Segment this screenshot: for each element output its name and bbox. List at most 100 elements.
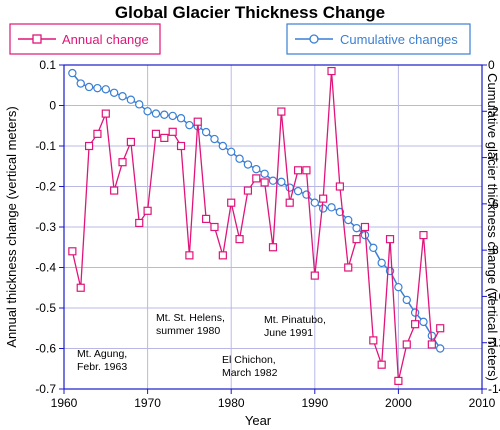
annual-point <box>377 360 386 369</box>
cumulative-point <box>176 114 186 123</box>
y-left-tick-label: -0.7 <box>35 382 56 396</box>
legend-cumulative-label: Cumulative changes <box>340 32 458 47</box>
legend-annual: Annual change <box>9 23 161 55</box>
y-right-tick-label: -14 <box>488 382 500 396</box>
legend-cumulative: Cumulative changes <box>286 23 471 55</box>
y-left-tick-label: -0.6 <box>35 342 56 356</box>
annual-series <box>68 66 445 385</box>
cumulative-point <box>252 164 261 174</box>
cumulative-point <box>394 282 403 292</box>
annual-point <box>218 251 227 260</box>
annual-point <box>151 129 161 138</box>
y-right-tick-label: -8 <box>488 243 499 257</box>
cumulative-point <box>76 79 85 88</box>
annual-line <box>71 71 441 382</box>
annual-point <box>360 222 370 232</box>
cumulative-point <box>268 176 278 185</box>
cumulative-point <box>369 243 378 253</box>
cumulative-point <box>243 160 253 169</box>
x-axis-label: Year <box>245 413 272 428</box>
y-left-tick-label: -0.5 <box>35 301 56 315</box>
y-left-tick-label: 0 <box>49 99 56 113</box>
annual-point <box>344 263 353 272</box>
y-right-tick-label: -2 <box>488 104 499 118</box>
annual-point <box>285 198 294 207</box>
cumulative-point <box>126 95 136 104</box>
annual-point <box>93 129 102 138</box>
annual-point <box>419 231 428 240</box>
cumulative-point <box>160 110 169 119</box>
x-tick-label: 2000 <box>385 396 412 410</box>
cumulative-point <box>68 68 77 78</box>
annual-point <box>319 194 328 203</box>
axis-ticks: 1960 1970 1980 1990 2000 2010 0.1 0 -0.1 -0.2 -0.3… <box>35 58 500 410</box>
cumulative-point <box>151 109 161 118</box>
legend-annual-label: Annual change <box>62 32 149 47</box>
cumulative-point <box>143 107 152 116</box>
annual-point <box>118 158 127 167</box>
cumulative-point <box>327 203 336 212</box>
cumulative-point <box>402 295 411 305</box>
y-right-tick-label: -10 <box>488 289 500 303</box>
annual-point <box>394 376 403 385</box>
y-right-tick-label: -6 <box>488 197 499 211</box>
annual-point <box>385 235 395 244</box>
annual-point <box>126 137 135 147</box>
legend-cumulative-marker <box>309 34 319 44</box>
annual-point <box>252 174 261 183</box>
annual-point <box>277 107 286 116</box>
y-left-tick-label: -0.4 <box>35 261 56 275</box>
cumulative-point <box>210 134 219 144</box>
cumulative-point <box>109 88 119 97</box>
annual-point <box>427 340 436 349</box>
annotation-mt-pinatubo: Mt. Pinatubo, June 1991 <box>264 314 329 339</box>
annual-point <box>260 178 269 187</box>
cumulative-point <box>285 183 294 192</box>
x-tick-label: 1960 <box>51 396 78 410</box>
cumulative-point <box>352 223 361 233</box>
y-left-tick-label: 0.1 <box>39 58 56 72</box>
y-right-tick-label: -12 <box>488 336 500 350</box>
y-right-tick-label: -4 <box>488 151 499 165</box>
annual-point <box>235 235 244 244</box>
cumulative-point <box>185 120 194 130</box>
annual-point <box>411 320 420 329</box>
chart-title: Global Glacier Thickness Change <box>115 3 385 22</box>
cumulative-point <box>293 186 303 196</box>
cumulative-point <box>377 258 386 268</box>
cumulative-point <box>277 177 286 187</box>
cumulative-point <box>310 198 319 207</box>
y-left-tick-label: -0.2 <box>35 180 56 194</box>
y-right-tick-label: 0 <box>488 58 495 72</box>
cumulative-point <box>101 85 111 94</box>
cumulative-point <box>218 141 228 151</box>
annual-point <box>160 133 169 142</box>
annual-point <box>135 218 144 228</box>
annual-point <box>193 117 202 126</box>
annual-point <box>185 251 194 260</box>
annual-point <box>310 271 319 280</box>
y-left-tick-label: -0.3 <box>35 220 56 234</box>
annotation-mt-st-helens: Mt. St. Helens, summer 1980 <box>156 312 228 337</box>
cumulative-series <box>68 68 445 353</box>
cumulative-point <box>226 147 236 156</box>
x-tick-label: 2010 <box>469 396 496 410</box>
cumulative-point <box>260 169 269 178</box>
annual-point <box>76 283 85 292</box>
x-tick-label: 1990 <box>301 396 328 410</box>
annual-point <box>168 127 177 136</box>
cumulative-point <box>93 83 102 93</box>
grid-lines <box>63 64 483 390</box>
annual-point <box>84 141 94 151</box>
cumulative-point <box>436 344 445 353</box>
annual-point <box>176 141 186 151</box>
annual-point <box>268 243 278 252</box>
x-tick-label: 1970 <box>134 396 161 410</box>
y-axis-right-label: Cumulative glacier thickness change (ver… <box>485 73 500 381</box>
y-left-tick-label: -0.1 <box>35 139 56 153</box>
annual-point <box>335 182 344 191</box>
annual-point <box>243 186 253 195</box>
annual-point <box>402 340 411 349</box>
legend-annual-marker <box>32 34 42 44</box>
